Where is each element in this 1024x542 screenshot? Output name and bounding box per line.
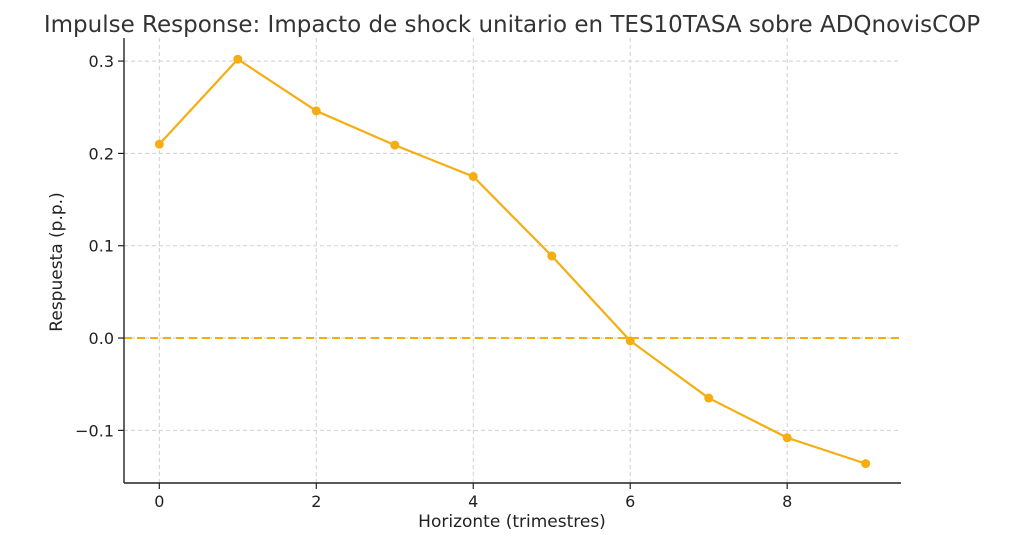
data-point-9: [861, 459, 871, 469]
y-tick-label-2: 0.1: [89, 237, 114, 256]
data-point-5: [547, 251, 557, 261]
chart-title: Impulse Response: Impacto de shock unita…: [44, 12, 980, 38]
data-point-0: [154, 139, 164, 149]
y-axis-label: Respuesta (p.p.): [47, 192, 67, 331]
y-tick-label-1: 0.0: [89, 329, 114, 348]
axes-layer: [123, 38, 901, 484]
y-tick-label-3: 0.2: [89, 144, 114, 163]
series-line-0: [158, 58, 867, 465]
x-tick-label-2: 4: [468, 492, 478, 511]
data-point-3: [390, 140, 400, 150]
data-point-1: [233, 54, 243, 64]
ticks-layer: 0 2 4 6 8 −0.1 0.0 0.1 0.2 0.3: [75, 52, 792, 511]
series-layer: [154, 54, 871, 469]
grid-layer: [124, 38, 901, 483]
x-axis-label: Horizonte (trimestres): [418, 512, 606, 532]
data-point-8: [782, 433, 792, 443]
x-tick-label-3: 6: [625, 492, 635, 511]
y-tick-label-0: −0.1: [75, 421, 114, 440]
data-point-4: [468, 171, 478, 181]
data-point-6: [625, 336, 635, 346]
x-tick-label-4: 8: [782, 492, 792, 511]
data-point-7: [704, 393, 714, 403]
y-tick-label-4: 0.3: [89, 52, 114, 71]
x-tick-label-1: 2: [311, 492, 321, 511]
x-tick-label-0: 0: [154, 492, 164, 511]
data-point-2: [311, 106, 321, 116]
